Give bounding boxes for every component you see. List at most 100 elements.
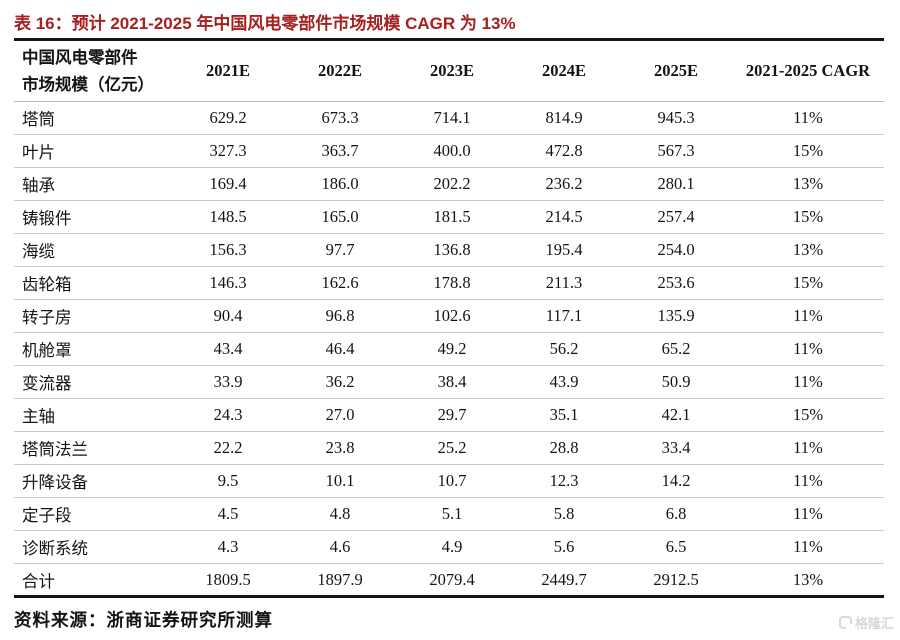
value-cell: 10.7	[396, 464, 508, 498]
value-cell: 1897.9	[284, 563, 396, 598]
value-cell: 211.3	[508, 266, 620, 300]
value-cell: 945.3	[620, 101, 732, 135]
value-cell: 27.0	[284, 398, 396, 432]
column-header-2022e: 2022E	[284, 39, 396, 102]
value-cell: 33.4	[620, 431, 732, 465]
cagr-cell: 13%	[732, 167, 884, 201]
cagr-cell: 13%	[732, 233, 884, 267]
value-cell: 5.8	[508, 497, 620, 531]
value-cell: 90.4	[172, 299, 284, 333]
value-cell: 472.8	[508, 134, 620, 168]
value-cell: 46.4	[284, 332, 396, 366]
value-cell: 28.8	[508, 431, 620, 465]
value-cell: 35.1	[508, 398, 620, 432]
header-row: 中国风电零部件 市场规模（亿元） 2021E 2022E 2023E 2024E…	[14, 39, 884, 102]
value-cell: 4.9	[396, 530, 508, 564]
row-label: 转子房	[14, 299, 172, 333]
cagr-cell: 11%	[732, 101, 884, 135]
cagr-cell: 15%	[732, 398, 884, 432]
table-body: 塔筒 629.2 673.3 714.1 814.9 945.3 11% 叶片 327.3 363…	[14, 101, 884, 598]
value-cell: 23.8	[284, 431, 396, 465]
value-cell: 25.2	[396, 431, 508, 465]
value-cell: 629.2	[172, 101, 284, 135]
value-cell: 6.8	[620, 497, 732, 531]
value-cell: 96.8	[284, 299, 396, 333]
value-cell: 2449.7	[508, 563, 620, 598]
row-label: 齿轮箱	[14, 266, 172, 300]
value-cell: 117.1	[508, 299, 620, 333]
table-row: 齿轮箱 146.3 162.6 178.8 211.3 253.6 15%	[14, 266, 884, 300]
row-label: 定子段	[14, 497, 172, 531]
cagr-cell: 11%	[732, 497, 884, 531]
row-label: 海缆	[14, 233, 172, 267]
cagr-cell: 15%	[732, 266, 884, 300]
value-cell: 50.9	[620, 365, 732, 399]
table-row: 定子段 4.5 4.8 5.1 5.8 6.8 11%	[14, 497, 884, 531]
value-cell: 280.1	[620, 167, 732, 201]
value-cell: 5.1	[396, 497, 508, 531]
row-header-line2: 市场规模（亿元）	[22, 75, 154, 94]
table-row: 轴承 169.4 186.0 202.2 236.2 280.1 13%	[14, 167, 884, 201]
value-cell: 9.5	[172, 464, 284, 498]
value-cell: 6.5	[620, 530, 732, 564]
value-cell: 4.5	[172, 497, 284, 531]
market-size-table: 中国风电零部件 市场规模（亿元） 2021E 2022E 2023E 2024E…	[14, 38, 884, 598]
value-cell: 38.4	[396, 365, 508, 399]
value-cell: 214.5	[508, 200, 620, 234]
value-cell: 43.9	[508, 365, 620, 399]
table-row: 塔筒 629.2 673.3 714.1 814.9 945.3 11%	[14, 101, 884, 135]
value-cell: 135.9	[620, 299, 732, 333]
cagr-cell: 11%	[732, 365, 884, 399]
table-row: 海缆 156.3 97.7 136.8 195.4 254.0 13%	[14, 233, 884, 267]
row-label: 塔筒法兰	[14, 431, 172, 465]
cagr-cell: 11%	[732, 299, 884, 333]
row-label: 主轴	[14, 398, 172, 432]
gelonghui-watermark: 格隆汇	[838, 613, 894, 632]
column-header-2023e: 2023E	[396, 39, 508, 102]
row-label: 合计	[14, 563, 172, 598]
cagr-cell: 11%	[732, 431, 884, 465]
row-label: 叶片	[14, 134, 172, 168]
value-cell: 65.2	[620, 332, 732, 366]
column-header-cagr: 2021-2025 CAGR	[732, 39, 884, 102]
value-cell: 42.1	[620, 398, 732, 432]
row-label: 塔筒	[14, 101, 172, 135]
row-label: 诊断系统	[14, 530, 172, 564]
column-header-2025e: 2025E	[620, 39, 732, 102]
value-cell: 165.0	[284, 200, 396, 234]
column-header-2021e: 2021E	[172, 39, 284, 102]
value-cell: 254.0	[620, 233, 732, 267]
value-cell: 97.7	[284, 233, 396, 267]
value-cell: 29.7	[396, 398, 508, 432]
row-label: 铸锻件	[14, 200, 172, 234]
value-cell: 4.3	[172, 530, 284, 564]
source-note: 资料来源：浙商证券研究所测算	[14, 610, 273, 630]
row-label: 升降设备	[14, 464, 172, 498]
watermark-text: 格隆汇	[854, 616, 894, 631]
table-row: 叶片 327.3 363.7 400.0 472.8 567.3 15%	[14, 134, 884, 168]
cagr-cell: 11%	[732, 464, 884, 498]
value-cell: 169.4	[172, 167, 284, 201]
value-cell: 12.3	[508, 464, 620, 498]
value-cell: 4.6	[284, 530, 396, 564]
value-cell: 24.3	[172, 398, 284, 432]
cagr-cell: 11%	[732, 332, 884, 366]
value-cell: 4.8	[284, 497, 396, 531]
value-cell: 814.9	[508, 101, 620, 135]
value-cell: 2079.4	[396, 563, 508, 598]
cagr-cell: 11%	[732, 530, 884, 564]
table-row: 塔筒法兰 22.2 23.8 25.2 28.8 33.4 11%	[14, 431, 884, 465]
value-cell: 102.6	[396, 299, 508, 333]
value-cell: 148.5	[172, 200, 284, 234]
cagr-cell: 15%	[732, 200, 884, 234]
row-header-cell: 中国风电零部件 市场规模（亿元）	[14, 39, 172, 102]
value-cell: 49.2	[396, 332, 508, 366]
value-cell: 22.2	[172, 431, 284, 465]
value-cell: 202.2	[396, 167, 508, 201]
table-row: 变流器 33.9 36.2 38.4 43.9 50.9 11%	[14, 365, 884, 399]
row-label: 变流器	[14, 365, 172, 399]
row-label: 机舱罩	[14, 332, 172, 366]
value-cell: 33.9	[172, 365, 284, 399]
value-cell: 363.7	[284, 134, 396, 168]
cagr-cell: 15%	[732, 134, 884, 168]
